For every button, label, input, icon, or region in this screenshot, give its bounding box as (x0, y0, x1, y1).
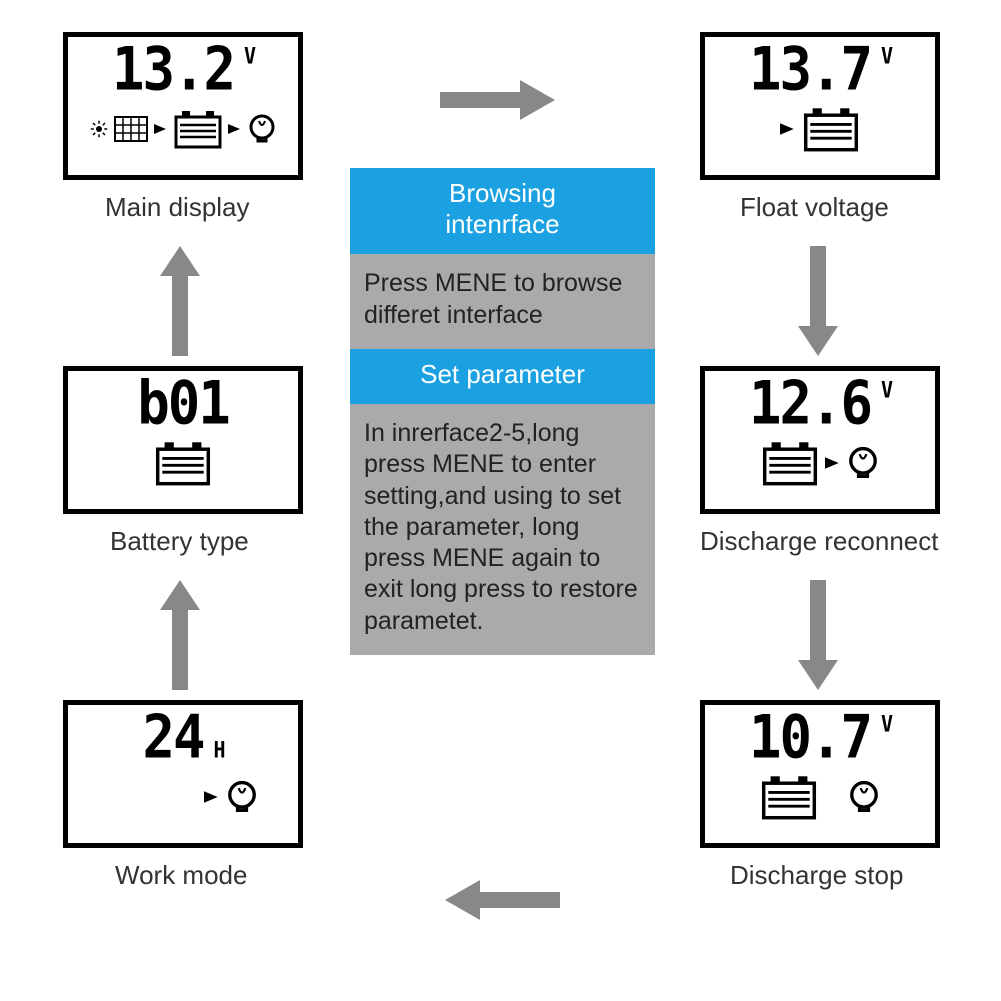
discharge-stop-label: Discharge stop (730, 860, 903, 891)
browsing-interface-body: Press MENE to browse differet interface (350, 254, 655, 349)
battery-type-icons (78, 437, 288, 489)
bulb-icon (847, 443, 879, 483)
battery-icon (761, 440, 819, 486)
discharge-stop-unit: V (881, 713, 891, 735)
arrow-left-bottom (440, 870, 560, 930)
battery-type-label: Battery type (110, 526, 249, 557)
float-voltage-icons (715, 103, 925, 155)
arrow-right-icon (825, 455, 841, 471)
panel-icon (114, 116, 148, 142)
screen-float-voltage: 13.7 V (700, 32, 940, 180)
value-text: 24 (142, 708, 203, 767)
discharge-reconnect-unit: V (881, 379, 891, 401)
arrow-right-icon (780, 121, 796, 137)
screen-discharge-reconnect: 12.6 V (700, 366, 940, 514)
set-parameter-body: In inrerface2-5,long press MENE to enter… (350, 404, 655, 655)
work-mode-label: Work mode (115, 860, 247, 891)
arrow-right-icon (154, 122, 168, 136)
set-parameter-header: Set parameter (350, 349, 655, 404)
screen-discharge-stop: 10.7 V (700, 700, 940, 848)
bulb-icon (226, 777, 258, 817)
center-info-box: Browsingintenrface Press MENE to browse … (350, 168, 655, 655)
value-text: 10.7 (749, 708, 871, 767)
discharge-reconnect-value: 12.6 V (715, 374, 925, 436)
discharge-stop-icons (715, 771, 925, 823)
screen-main-display: 13.2 V (63, 32, 303, 180)
work-mode-value: 24 H (78, 708, 288, 770)
arrow-down-right-2 (788, 580, 848, 690)
arrow-right-top (440, 70, 560, 130)
battery-type-value: b01 (78, 374, 288, 436)
main-display-unit: V (244, 45, 254, 67)
screen-battery-type: b01 (63, 366, 303, 514)
main-display-label: Main display (105, 192, 250, 223)
main-display-icons (78, 103, 288, 155)
value-text: 13.2 (112, 40, 234, 99)
battery-icon (174, 109, 222, 149)
sun-icon (90, 120, 108, 138)
discharge-reconnect-label: Discharge reconnect (700, 526, 938, 557)
discharge-stop-value: 10.7 V (715, 708, 925, 770)
bulb-icon (848, 777, 880, 817)
arrow-right-icon (204, 789, 220, 805)
value-text: 13.7 (749, 40, 871, 99)
work-mode-icons (78, 771, 288, 823)
value-text: b01 (137, 374, 229, 433)
screen-work-mode: 24 H (63, 700, 303, 848)
discharge-reconnect-icons (715, 437, 925, 489)
float-voltage-unit: V (881, 45, 891, 67)
work-mode-unit: H (213, 739, 223, 761)
battery-icon (154, 440, 212, 486)
arrow-down-right-1 (788, 246, 848, 356)
browsing-interface-header: Browsingintenrface (350, 168, 655, 254)
bulb-icon (248, 111, 276, 147)
value-text: 12.6 (749, 374, 871, 433)
arrow-right-icon (228, 122, 242, 136)
arrow-up-left-2 (150, 580, 210, 690)
float-voltage-label: Float voltage (740, 192, 889, 223)
battery-icon (760, 774, 818, 820)
arrow-up-left-1 (150, 246, 210, 356)
float-voltage-value: 13.7 V (715, 40, 925, 102)
battery-icon (802, 106, 860, 152)
main-display-value: 13.2 V (78, 40, 288, 102)
